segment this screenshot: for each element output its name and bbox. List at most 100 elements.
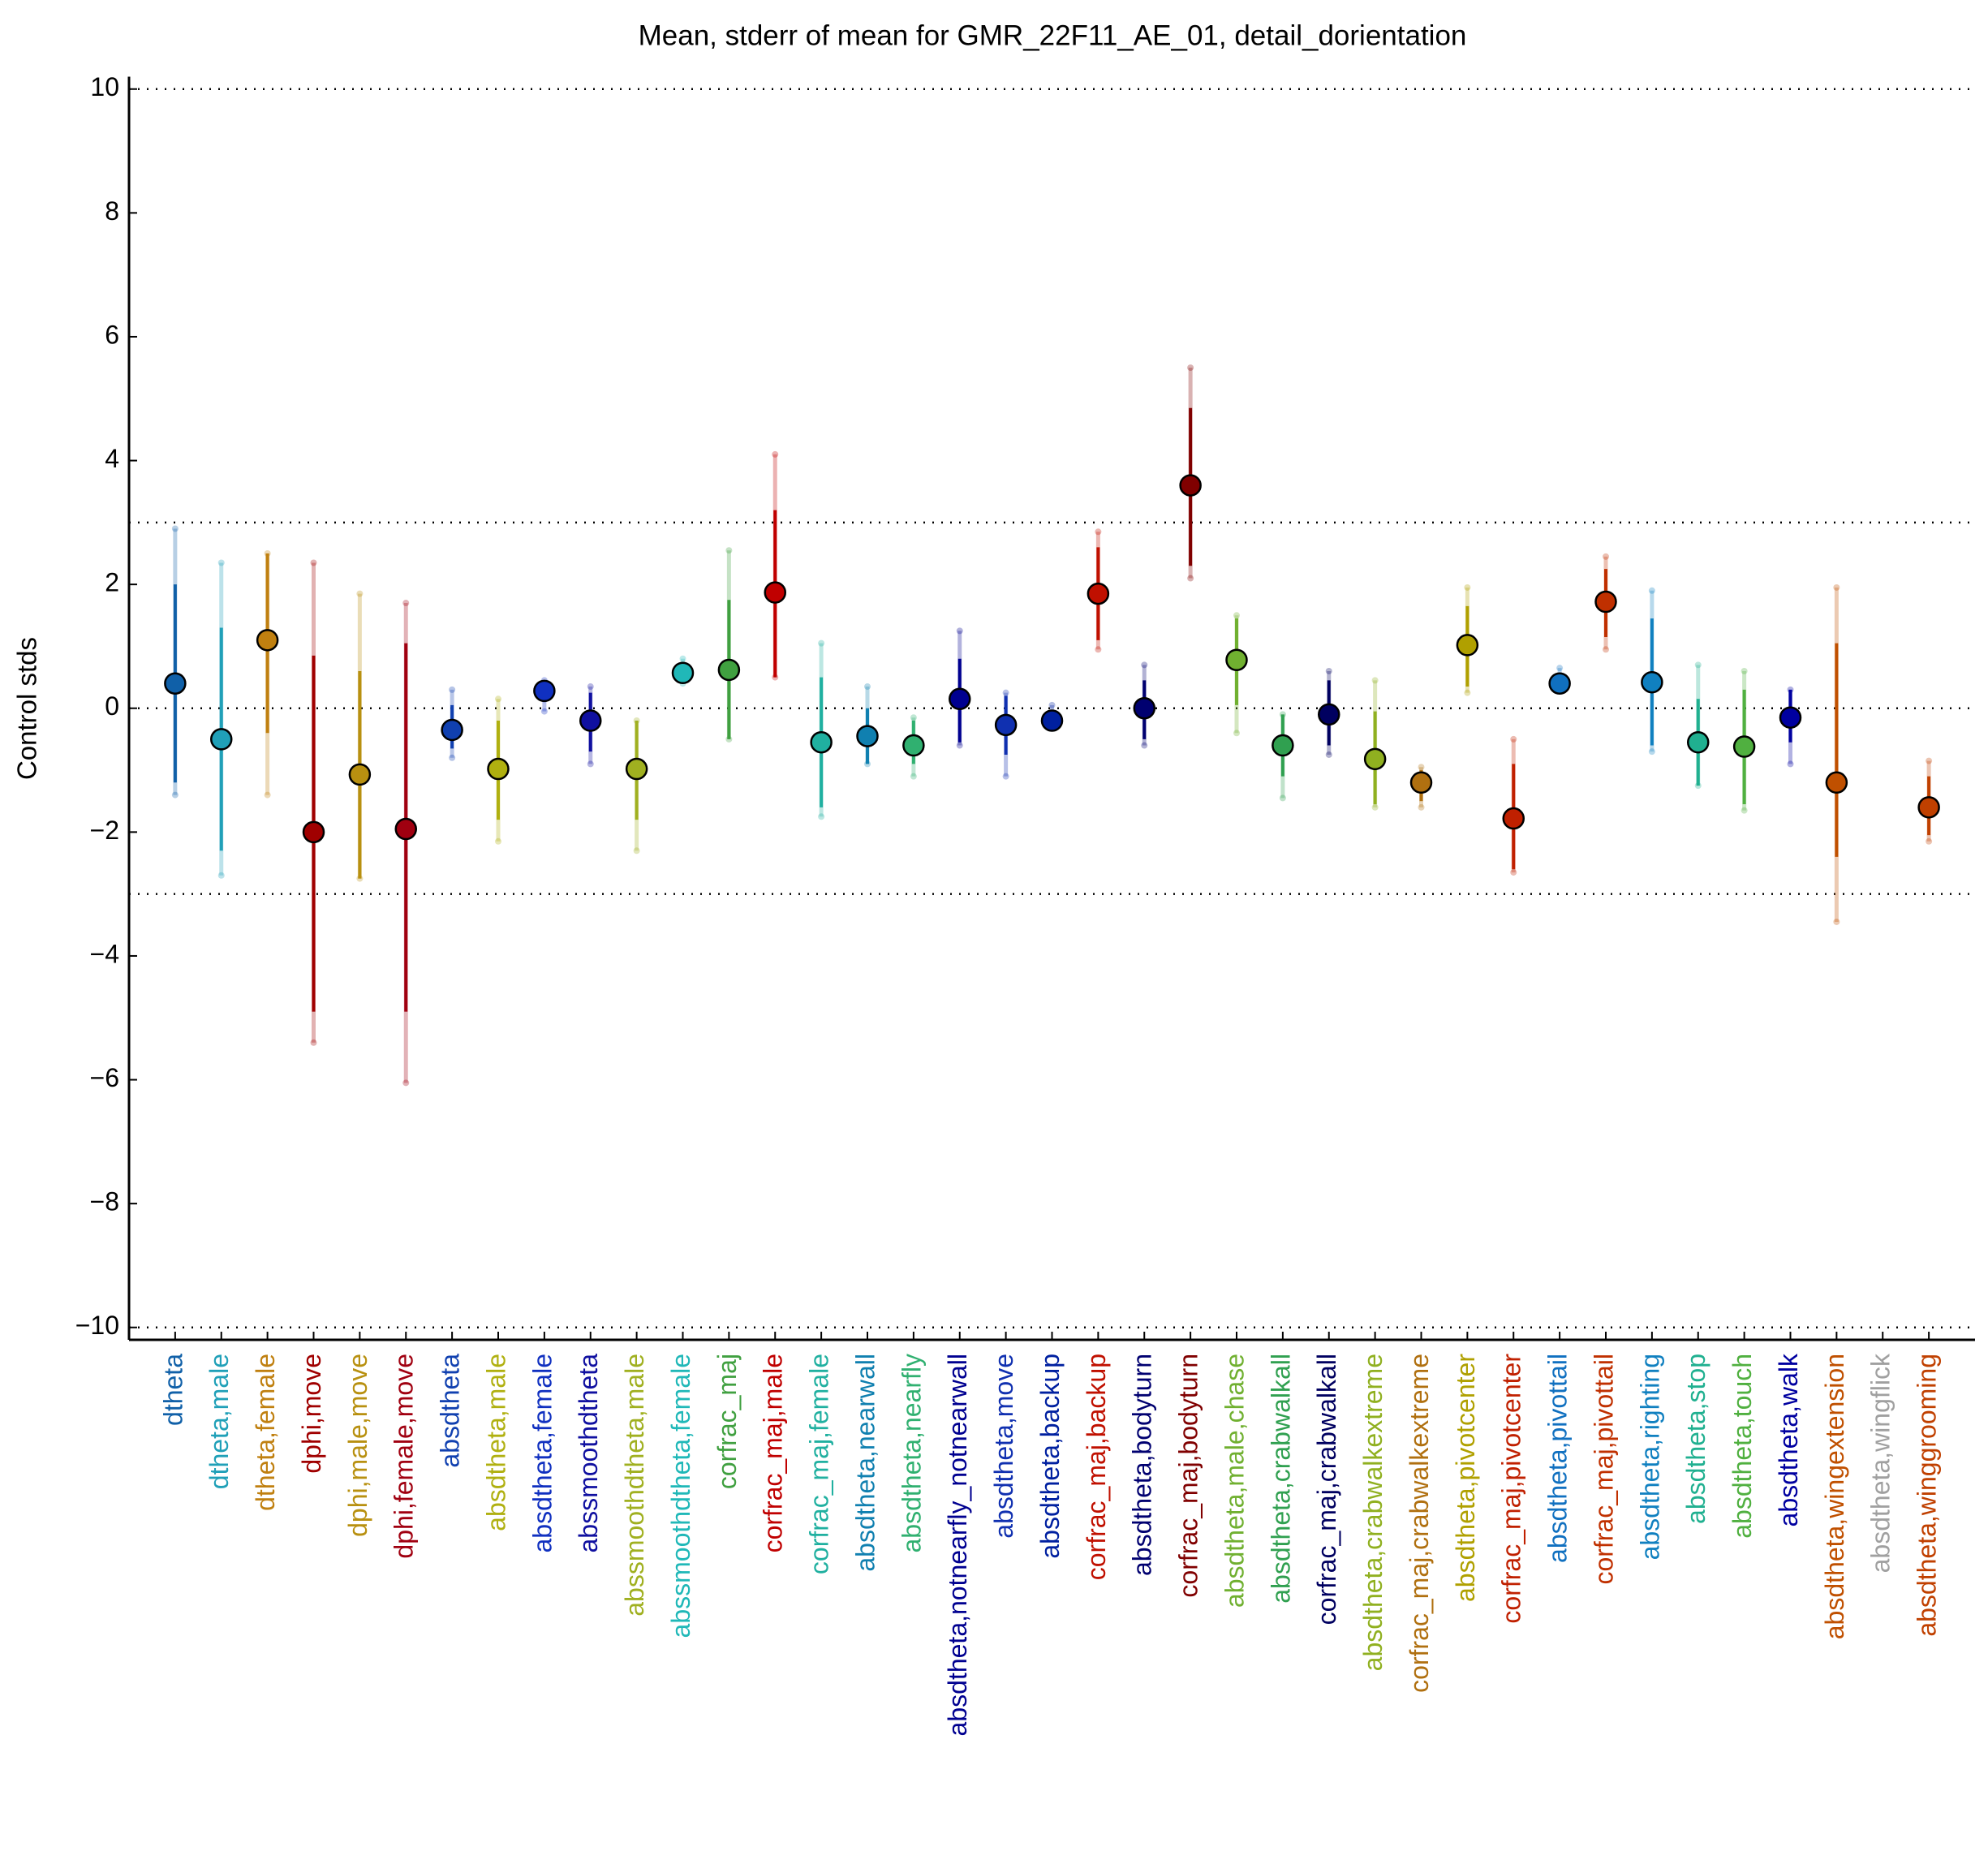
mean-marker (1133, 697, 1155, 720)
x-tick-label: absdtheta,crabwalkextreme (1358, 1354, 1388, 1671)
mean-marker (902, 734, 925, 757)
mean-marker (625, 757, 648, 781)
range-end (402, 1079, 410, 1087)
range-end (1371, 803, 1379, 811)
x-tick-label: absdtheta,stop (1681, 1354, 1710, 1524)
range-end (310, 559, 317, 566)
x-tick-label: abssmoothdtheta (574, 1354, 603, 1553)
range-end (1141, 742, 1148, 749)
range-end (1694, 661, 1702, 669)
range-end (725, 547, 733, 554)
range-end (356, 590, 364, 597)
x-tick-label: corfrac_maj,crabwalkextreme (1405, 1354, 1434, 1693)
x-tick-label: absdtheta,nearwall (850, 1354, 880, 1572)
mean-marker (1087, 582, 1110, 605)
mean-marker (1641, 670, 1663, 694)
x-tick-label: absdtheta,wingflick (1866, 1353, 1895, 1573)
mean-marker (949, 687, 971, 711)
range-end (910, 714, 917, 721)
mean-marker (1272, 734, 1294, 757)
y-tick-label: −4 (90, 939, 119, 968)
range-end (1510, 735, 1517, 743)
mean-marker (1779, 706, 1802, 729)
range-end (864, 683, 871, 691)
mean-marker (1409, 771, 1433, 794)
x-tick-label: absdtheta,female (527, 1354, 557, 1553)
x-tick-label: corfrac_maj,backup (1082, 1354, 1111, 1580)
range-end (679, 655, 686, 662)
y-tick-label: 8 (105, 196, 119, 226)
range-end (956, 742, 963, 749)
y-tick-label: −2 (90, 816, 119, 845)
mean-marker (1179, 474, 1202, 497)
x-tick-label: absdtheta,male,chase (1220, 1354, 1249, 1608)
x-tick-label: dtheta,female (251, 1354, 280, 1511)
range-end (910, 773, 917, 780)
range-end (1279, 794, 1286, 802)
mean-marker (717, 658, 741, 682)
x-tick-label: corfrac_maj (712, 1354, 742, 1489)
x-tick-label: absdtheta,backup (1035, 1354, 1065, 1559)
range-end (310, 1039, 317, 1046)
y-axis-label: Control stds (12, 637, 42, 780)
y-tick-label: 10 (90, 72, 119, 101)
range-end (587, 760, 594, 768)
x-tick-label: absdtheta,righting (1635, 1354, 1664, 1560)
mean-marker (210, 728, 233, 751)
y-tick-label: 6 (105, 320, 119, 349)
mean-marker (1917, 796, 1940, 819)
mean-marker (671, 661, 695, 685)
range-end (1095, 528, 1102, 536)
mean-marker (487, 757, 510, 781)
range-end (495, 695, 501, 703)
range-end (772, 450, 779, 458)
range-end (1418, 764, 1425, 771)
range-end (587, 683, 594, 691)
range-end (1741, 667, 1748, 674)
y-tick-label: 4 (105, 444, 119, 473)
mean-marker (810, 730, 833, 754)
range-end (818, 639, 825, 647)
y-tick-label: −6 (90, 1063, 119, 1092)
mean-marker (994, 713, 1018, 737)
range-end (818, 813, 825, 820)
range-end (1325, 751, 1332, 758)
y-tick-label: 2 (105, 568, 119, 597)
range-end (1926, 757, 1933, 764)
y-tick-label: −10 (75, 1311, 119, 1340)
range-end (1187, 364, 1194, 372)
x-tick-label: absdtheta,touch (1728, 1354, 1757, 1539)
x-tick-label: absdtheta,crabwalkall (1266, 1354, 1295, 1604)
range-end (1187, 575, 1194, 582)
y-tick-label: −8 (90, 1187, 119, 1216)
x-tick-label: dphi,female,move (389, 1354, 419, 1559)
chart-title: Mean, stderr of mean for GMR_22F11_AE_01… (639, 19, 1467, 51)
x-tick-label: absdtheta,move (989, 1354, 1018, 1539)
x-tick-label: abssmoothdtheta,female (666, 1354, 695, 1638)
x-tick-label: corfrac_maj,pivottail (1589, 1354, 1618, 1585)
x-tick-label: dtheta (158, 1354, 187, 1426)
mean-marker (1825, 771, 1848, 794)
range-end (1741, 807, 1748, 814)
x-tick-label: corfrac_maj,bodyturn (1174, 1354, 1203, 1598)
mean-marker (1363, 747, 1387, 771)
x-tick-label: absdtheta,pivottail (1543, 1354, 1573, 1563)
mean-marker (1225, 648, 1248, 671)
x-tick-label: absdtheta,pivotcenter (1451, 1354, 1480, 1602)
range-end (1464, 689, 1471, 696)
mean-marker (1687, 730, 1710, 754)
range-end (1325, 667, 1332, 674)
mean-marker (1594, 590, 1617, 614)
range-end (449, 754, 456, 761)
range-end (1141, 661, 1148, 669)
x-tick-label: absdtheta,bodyturn (1128, 1354, 1157, 1576)
range-end (171, 791, 179, 799)
range-end (449, 686, 456, 693)
mean-marker (1732, 735, 1756, 758)
range-end (1510, 868, 1517, 876)
range-end (1603, 553, 1609, 560)
range-end (1926, 837, 1933, 845)
mean-marker (164, 672, 187, 695)
range-end (1095, 646, 1102, 653)
range-end (1233, 612, 1240, 619)
